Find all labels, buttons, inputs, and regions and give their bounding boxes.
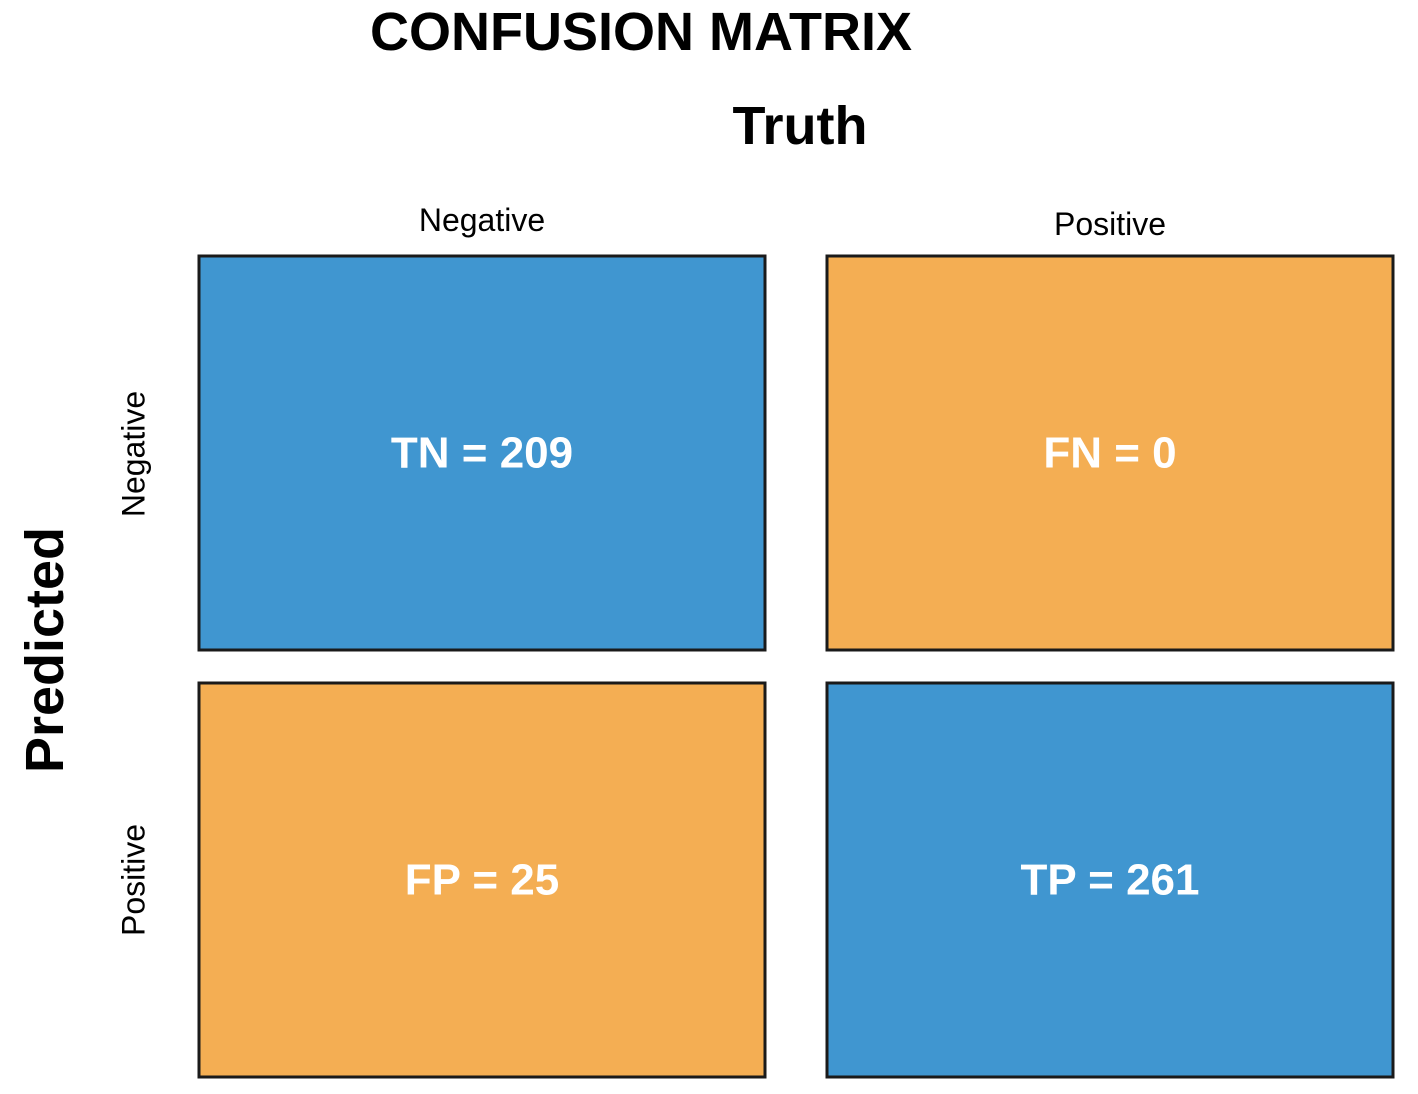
cell-label-fn: FN = 0 bbox=[1043, 429, 1176, 478]
x-axis-title: Truth bbox=[732, 96, 868, 156]
x-tick-label-positive: Positive bbox=[1053, 206, 1167, 242]
cell-label-fp: FP = 25 bbox=[405, 856, 560, 905]
cell-fp bbox=[197, 681, 767, 1079]
chart-title: CONFUSION MATRIX bbox=[370, 2, 912, 62]
cell-label-tn: TN = 209 bbox=[391, 429, 573, 478]
cell-label-tp: TP = 261 bbox=[1021, 856, 1200, 905]
cell-fn bbox=[825, 254, 1395, 652]
x-tick-label-negative: Negative bbox=[418, 202, 546, 238]
cell-tp bbox=[825, 681, 1395, 1079]
cell-tn bbox=[197, 254, 767, 652]
